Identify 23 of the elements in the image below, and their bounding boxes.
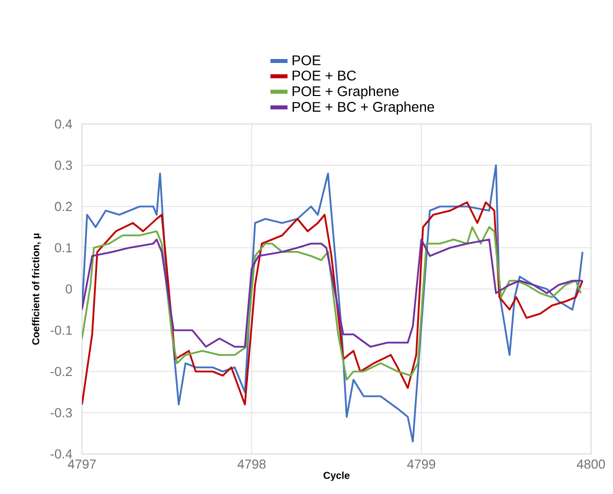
y-tick-label: -0.2 [50,366,72,376]
legend-label: POE + BC + Graphene [292,102,434,115]
legend-label: POE + Graphene [292,86,399,99]
y-tick-label: 0.1 [54,243,72,252]
y-tick-label: -0.1 [50,326,72,335]
legend-label: POE + BC [292,70,356,81]
y-tick-label: 0.3 [54,160,72,170]
y-tick-label: -0.4 [50,449,72,459]
line-series [82,201,584,406]
legend-label: POE [292,55,320,66]
y-tick-label: -0.3 [50,408,72,418]
x-tick-label: 4797 [68,460,96,469]
x-tick-label: 4798 [238,460,266,469]
line-series [82,226,582,381]
x-tick-label: 4799 [407,460,436,469]
y-tick-label: 0.2 [54,202,72,212]
x-axis-title: Cycle [324,472,350,481]
y-tick-label: 0 [66,284,72,294]
y-tick-label: 0.4 [54,119,72,129]
y-axis-title: Coefficient of friction, μ [32,234,42,345]
x-tick-label: 4800 [576,460,605,469]
line-series [82,164,584,443]
line-series [82,238,584,348]
